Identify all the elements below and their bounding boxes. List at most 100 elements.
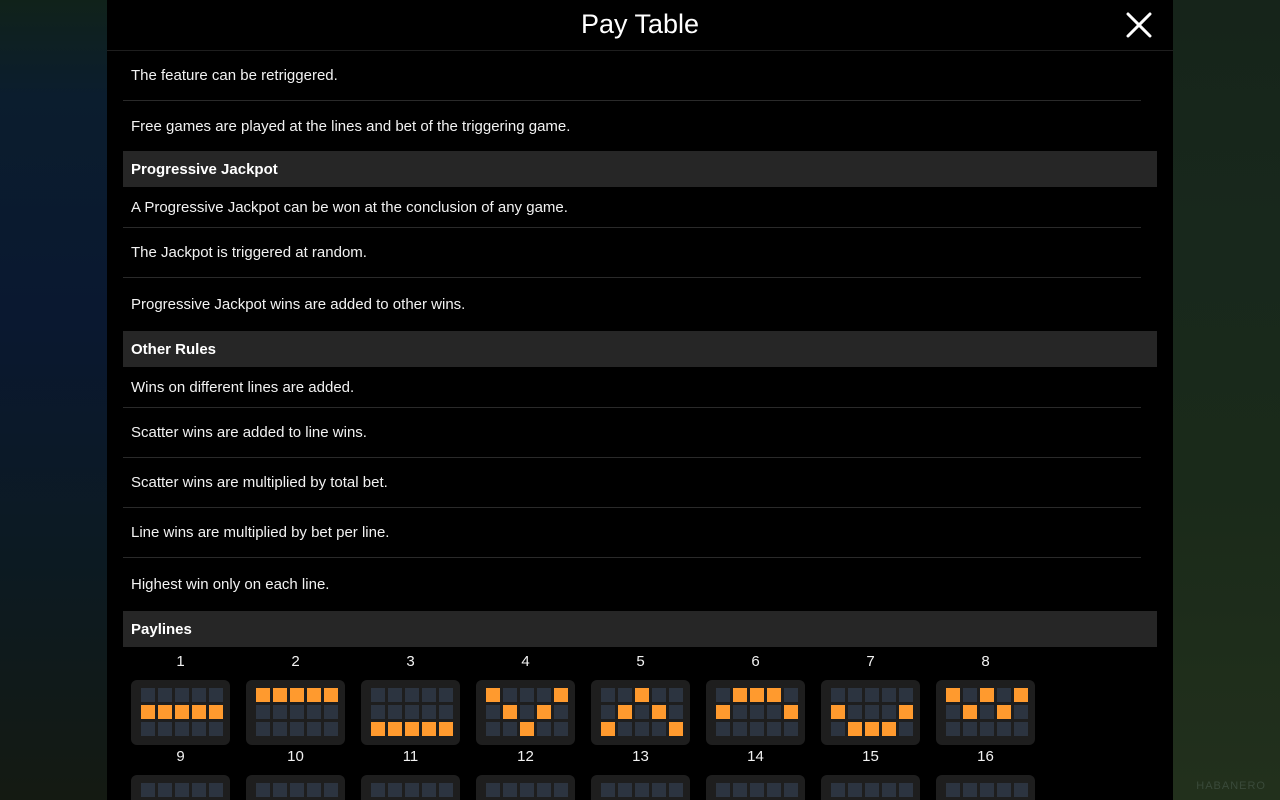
payline-cell (733, 705, 747, 719)
payline-cell (307, 722, 321, 736)
payline-cell (865, 705, 879, 719)
payline-cell (750, 722, 764, 736)
payline-number: 1 (176, 653, 185, 670)
payline-cell-active (290, 688, 304, 702)
rule-row: The Jackpot is triggered at random. (123, 228, 1141, 278)
payline-cell (554, 705, 568, 719)
rule-row: Wins on different lines are added. (123, 367, 1141, 408)
payline-grid-icon (256, 688, 338, 736)
payline-cell (946, 783, 960, 797)
payline-cell (750, 705, 764, 719)
payline-cell (371, 688, 385, 702)
background-watermark: HABANERO (1196, 780, 1266, 792)
rule-row: Scatter wins are multiplied by total bet… (123, 458, 1141, 508)
payline-cell (618, 783, 632, 797)
payline-cell (899, 783, 913, 797)
paytable-dialog: Pay Table The feature can be retriggered… (107, 0, 1173, 800)
payline-cell (307, 783, 321, 797)
payline-cell (980, 722, 994, 736)
payline-cell (405, 783, 419, 797)
payline-cell (422, 688, 436, 702)
payline-cell-active (405, 722, 419, 736)
payline-cell-active (422, 722, 436, 736)
payline-cell (175, 688, 189, 702)
payline-diagram (246, 775, 345, 800)
payline-cell (882, 688, 896, 702)
payline-grid-icon (716, 688, 798, 736)
payline-cell (1014, 705, 1028, 719)
payline-cell (848, 705, 862, 719)
payline-cell-active (848, 722, 862, 736)
payline-cell (439, 783, 453, 797)
payline-cell (997, 688, 1011, 702)
payline-cell (422, 783, 436, 797)
payline-number: 6 (751, 653, 760, 670)
payline-grid-icon (601, 688, 683, 736)
close-icon (1126, 12, 1152, 38)
payline-grid-icon (486, 783, 568, 797)
payline-cell (946, 705, 960, 719)
close-button[interactable] (1125, 11, 1153, 39)
paytable-content[interactable]: The feature can be retriggered. Free gam… (123, 51, 1157, 800)
payline-cell (997, 783, 1011, 797)
payline-16: 16 (936, 747, 1035, 800)
payline-cell (388, 705, 402, 719)
payline-cell (209, 688, 223, 702)
payline-14: 14 (706, 747, 805, 800)
payline-grid-icon (601, 783, 683, 797)
payline-2: 2 (246, 652, 345, 745)
payline-cell (439, 705, 453, 719)
payline-3: 3 (361, 652, 460, 745)
payline-cell (371, 783, 385, 797)
payline-cell (422, 705, 436, 719)
payline-diagram (706, 775, 805, 800)
payline-cell-active (963, 705, 977, 719)
payline-cell (192, 783, 206, 797)
rule-row: The feature can be retriggered. (123, 51, 1141, 101)
payline-cell-active (175, 705, 189, 719)
payline-diagram (361, 680, 460, 745)
payline-cell (980, 783, 994, 797)
payline-cell (1014, 722, 1028, 736)
payline-cell-active (733, 688, 747, 702)
payline-grid-icon (716, 783, 798, 797)
payline-cell (831, 722, 845, 736)
dialog-header: Pay Table (107, 0, 1173, 51)
payline-5: 5 (591, 652, 690, 745)
payline-cell-active (865, 722, 879, 736)
payline-cell (669, 688, 683, 702)
payline-number: 16 (977, 748, 994, 765)
payline-cell (388, 783, 402, 797)
payline-cell (635, 722, 649, 736)
payline-cell (767, 722, 781, 736)
payline-cell (307, 705, 321, 719)
dialog-title: Pay Table (580, 9, 700, 39)
payline-7: 7 (821, 652, 920, 745)
payline-cell (158, 688, 172, 702)
payline-diagram (246, 680, 345, 745)
payline-cell (520, 705, 534, 719)
payline-9: 9 (131, 747, 230, 800)
rule-row: Scatter wins are added to line wins. (123, 408, 1141, 458)
payline-diagram (706, 680, 805, 745)
payline-cell (503, 722, 517, 736)
payline-cell (831, 783, 845, 797)
payline-cell-active (503, 705, 517, 719)
payline-cell (175, 722, 189, 736)
payline-cell (716, 783, 730, 797)
payline-cell (405, 705, 419, 719)
payline-8: 8 (936, 652, 1035, 745)
payline-cell-active (652, 705, 666, 719)
payline-grid-icon (256, 783, 338, 797)
payline-cell (290, 783, 304, 797)
payline-cell-active (307, 688, 321, 702)
payline-cell (946, 722, 960, 736)
payline-cell-active (324, 688, 338, 702)
payline-cell (486, 722, 500, 736)
payline-cell (831, 688, 845, 702)
payline-cell (324, 783, 338, 797)
paylines-grid: 1 2 3 4 5 6 7 8 9 10 11 12 13 14 15 16 (123, 647, 1157, 800)
payline-cell-active (980, 688, 994, 702)
payline-number: 3 (406, 653, 415, 670)
payline-cell (865, 688, 879, 702)
